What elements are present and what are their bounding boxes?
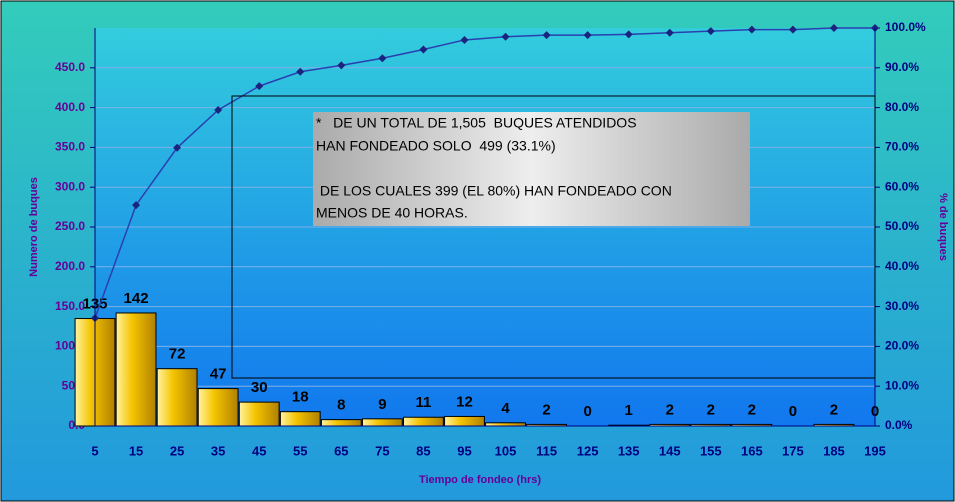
line-marker xyxy=(542,31,551,40)
y2-tick-label: 0.0% xyxy=(885,418,913,432)
y-tick-label: 150.0 xyxy=(55,299,85,313)
line-marker xyxy=(337,61,346,70)
x-tick-label: 25 xyxy=(170,443,184,458)
line-marker xyxy=(501,32,510,41)
x-tick-label: 155 xyxy=(700,443,722,458)
y2-tick-label: 80.0% xyxy=(885,100,919,114)
bar xyxy=(279,411,321,427)
y2-tick-label: 20.0% xyxy=(885,339,919,353)
y-axis-title: Numero de buques xyxy=(28,177,40,277)
bar-label: 142 xyxy=(124,290,149,307)
y2-tick-label: 70.0% xyxy=(885,140,919,154)
x-tick-label: 175 xyxy=(782,443,804,458)
line xyxy=(94,27,875,319)
line-marker xyxy=(747,25,756,34)
y-tick-label: 300.0 xyxy=(55,179,85,193)
bar xyxy=(320,419,362,427)
line-marker xyxy=(173,143,182,152)
y-tick-label: 250.0 xyxy=(55,219,85,233)
y-tick-label: 400.0 xyxy=(55,100,85,114)
x-tick-label: 55 xyxy=(293,443,307,458)
line-marker xyxy=(624,30,633,39)
x-tick-label: 165 xyxy=(741,443,763,458)
y2-tick-label: 100.0% xyxy=(885,20,926,34)
bar-label: 4 xyxy=(501,400,510,417)
bar-label: 1 xyxy=(625,402,633,419)
x-tick-label: 75 xyxy=(375,443,389,458)
annotation-text: MENOS DE 40 HORAS. xyxy=(316,205,468,221)
x-tick-label: 105 xyxy=(495,443,517,458)
annotation-box xyxy=(313,112,750,226)
line-marker xyxy=(583,31,592,40)
bar-label: 0 xyxy=(583,403,591,420)
x-tick-label: 145 xyxy=(659,443,681,458)
bar-label: 9 xyxy=(378,396,386,413)
line-marker xyxy=(706,27,715,36)
y-tick-label: 450.0 xyxy=(55,60,85,74)
line-marker xyxy=(829,24,838,32)
x-tick-label: 15 xyxy=(129,443,143,458)
bar-label: 8 xyxy=(337,397,345,414)
y2-tick-label: 40.0% xyxy=(885,259,919,273)
bar-label: 47 xyxy=(210,366,227,383)
line-marker xyxy=(378,54,387,63)
bar xyxy=(156,368,198,427)
bar-label: 2 xyxy=(830,401,838,418)
x-tick-label: 95 xyxy=(457,443,471,458)
y2-tick-label: 50.0% xyxy=(885,219,919,233)
y-tick-label: 200.0 xyxy=(55,259,85,273)
x-tick-label: 135 xyxy=(618,443,640,458)
y2-tick-label: 90.0% xyxy=(885,60,919,74)
x-tick-label: 5 xyxy=(91,443,98,458)
annotation-text: HAN FONDEADO SOLO 499 (33.1%) xyxy=(316,138,556,154)
y2-tick-label: 10.0% xyxy=(885,378,919,392)
x-tick-label: 125 xyxy=(577,443,599,458)
bar-label: 72 xyxy=(169,346,186,363)
line-marker xyxy=(296,67,305,76)
bar xyxy=(238,401,280,427)
line-marker xyxy=(665,28,674,37)
bar-label: 11 xyxy=(415,394,431,411)
annotation-text: * DE UN TOTAL DE 1,505 BUQUES ATENDIDOS xyxy=(316,115,637,131)
annotation-text: DE LOS CUALES 399 (EL 80%) HAN FONDEADO … xyxy=(316,183,672,199)
line-marker xyxy=(788,25,797,34)
bar-label: 30 xyxy=(251,379,268,396)
bar-label: 2 xyxy=(666,401,674,418)
bar-label: 18 xyxy=(292,389,309,406)
x-tick-label: 115 xyxy=(536,443,557,458)
bar-label: 12 xyxy=(456,393,473,410)
line-marker xyxy=(460,35,469,44)
x-tick-label: 185 xyxy=(823,443,845,458)
bar xyxy=(403,416,444,427)
annotation-frame xyxy=(231,95,876,379)
bar xyxy=(197,388,239,427)
x-tick-label: 85 xyxy=(416,443,430,458)
y2-axis-title: % de buques xyxy=(937,193,949,261)
x-tick-label: 35 xyxy=(211,443,225,458)
x-tick-label: 195 xyxy=(864,443,886,458)
line-marker xyxy=(419,45,428,54)
x-tick-label: 45 xyxy=(252,443,266,458)
bar-label: 0 xyxy=(789,403,797,420)
bar-label: 2 xyxy=(542,401,550,418)
bar-label: 2 xyxy=(707,401,715,418)
line-marker xyxy=(132,201,141,210)
bar xyxy=(444,415,485,427)
y2-tick-label: 30.0% xyxy=(885,299,919,313)
bar xyxy=(115,312,157,427)
y2-tick-label: 60.0% xyxy=(885,179,919,193)
x-axis-title: Tiempo de fondeo (hrs) xyxy=(419,474,541,486)
line-marker xyxy=(255,82,264,91)
y-tick-label: 350.0 xyxy=(55,140,85,154)
line-marker xyxy=(214,105,223,114)
x-tick-label: 65 xyxy=(334,443,348,458)
bar xyxy=(361,418,403,427)
bar-label: 2 xyxy=(748,401,756,418)
